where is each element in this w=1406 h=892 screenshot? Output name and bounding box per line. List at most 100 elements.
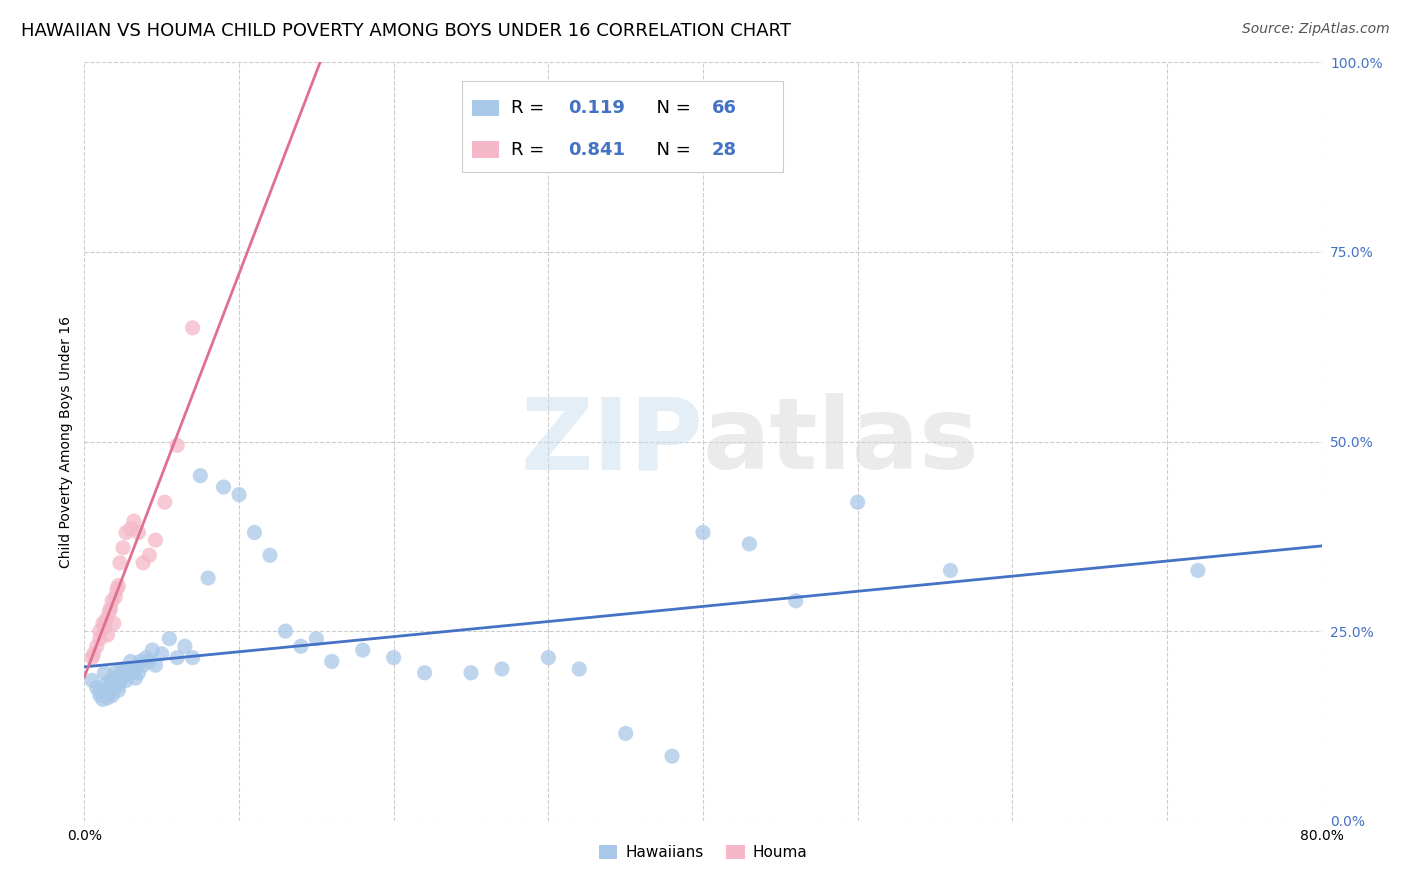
FancyBboxPatch shape bbox=[461, 81, 783, 172]
Point bbox=[112, 541, 135, 555]
Point bbox=[94, 677, 117, 691]
Point bbox=[93, 665, 115, 680]
Text: atlas: atlas bbox=[703, 393, 980, 490]
Point bbox=[197, 571, 219, 585]
Point bbox=[212, 480, 235, 494]
Point bbox=[129, 655, 152, 669]
Point bbox=[100, 673, 122, 688]
Point bbox=[188, 468, 211, 483]
Point bbox=[259, 548, 281, 563]
Text: 0.841: 0.841 bbox=[568, 141, 626, 159]
Point bbox=[290, 639, 312, 653]
Point bbox=[135, 650, 157, 665]
Text: HAWAIIAN VS HOUMA CHILD POVERTY AMONG BOYS UNDER 16 CORRELATION CHART: HAWAIIAN VS HOUMA CHILD POVERTY AMONG BO… bbox=[21, 22, 792, 40]
Point bbox=[228, 487, 250, 501]
Point bbox=[89, 685, 111, 699]
Point bbox=[568, 662, 591, 676]
Point bbox=[321, 655, 343, 669]
Text: 0.119: 0.119 bbox=[568, 99, 626, 117]
Point bbox=[108, 556, 131, 570]
Point bbox=[153, 495, 176, 509]
Point bbox=[274, 624, 297, 639]
Point bbox=[159, 632, 180, 646]
Point bbox=[181, 320, 204, 334]
Point bbox=[98, 686, 121, 700]
Point bbox=[112, 662, 135, 676]
Point bbox=[738, 537, 761, 551]
Point bbox=[108, 673, 131, 688]
Text: ZIP: ZIP bbox=[520, 393, 703, 490]
Point bbox=[117, 662, 139, 676]
Text: 28: 28 bbox=[711, 141, 737, 159]
Point bbox=[661, 749, 683, 764]
Point bbox=[110, 665, 132, 680]
Point bbox=[120, 522, 142, 536]
Text: 66: 66 bbox=[711, 99, 737, 117]
Point bbox=[127, 525, 149, 540]
Point bbox=[122, 662, 145, 676]
Point bbox=[382, 650, 405, 665]
Point bbox=[105, 582, 128, 597]
Point bbox=[89, 624, 111, 639]
Point bbox=[121, 665, 143, 680]
Text: N =: N = bbox=[645, 141, 696, 159]
Point bbox=[83, 647, 105, 661]
Point bbox=[305, 632, 328, 646]
Point bbox=[82, 650, 104, 665]
Point bbox=[96, 690, 118, 705]
Text: R =: R = bbox=[512, 99, 550, 117]
Point bbox=[352, 643, 374, 657]
Point bbox=[181, 650, 204, 665]
Point bbox=[166, 650, 188, 665]
Point bbox=[785, 594, 807, 608]
Point bbox=[114, 669, 136, 683]
Point bbox=[86, 639, 108, 653]
Point bbox=[127, 665, 149, 680]
Point bbox=[150, 647, 173, 661]
Point bbox=[413, 665, 436, 680]
Point bbox=[115, 525, 138, 540]
Point bbox=[138, 548, 160, 563]
Point bbox=[103, 616, 125, 631]
Point bbox=[100, 601, 122, 615]
Point bbox=[243, 525, 266, 540]
Point bbox=[89, 689, 111, 703]
Point bbox=[138, 655, 160, 669]
Point bbox=[98, 605, 121, 619]
Point bbox=[1187, 564, 1209, 578]
Point bbox=[101, 594, 124, 608]
Point bbox=[491, 662, 513, 676]
Text: N =: N = bbox=[645, 99, 696, 117]
Text: Source: ZipAtlas.com: Source: ZipAtlas.com bbox=[1241, 22, 1389, 37]
Point bbox=[692, 525, 714, 540]
Point bbox=[120, 655, 142, 669]
Text: R =: R = bbox=[512, 141, 550, 159]
Point bbox=[122, 514, 145, 528]
Point bbox=[107, 679, 129, 693]
Point bbox=[91, 692, 114, 706]
Point bbox=[846, 495, 869, 509]
Point bbox=[124, 671, 146, 685]
Point bbox=[107, 683, 129, 698]
Point bbox=[174, 639, 197, 653]
Point bbox=[96, 683, 118, 698]
Point bbox=[82, 673, 104, 688]
Point bbox=[94, 613, 117, 627]
Point bbox=[91, 616, 114, 631]
Point bbox=[939, 564, 962, 578]
Point bbox=[141, 643, 163, 657]
Point bbox=[460, 665, 482, 680]
Point bbox=[132, 658, 155, 673]
Point bbox=[115, 673, 138, 688]
Point bbox=[132, 556, 155, 570]
Point bbox=[93, 620, 115, 634]
Y-axis label: Child Poverty Among Boys Under 16: Child Poverty Among Boys Under 16 bbox=[59, 316, 73, 567]
Point bbox=[101, 689, 124, 703]
Point bbox=[104, 590, 127, 604]
Point bbox=[101, 680, 124, 694]
Point bbox=[86, 681, 108, 695]
Point bbox=[104, 674, 127, 689]
Point bbox=[105, 669, 128, 683]
Point bbox=[537, 650, 560, 665]
Point bbox=[107, 579, 129, 593]
